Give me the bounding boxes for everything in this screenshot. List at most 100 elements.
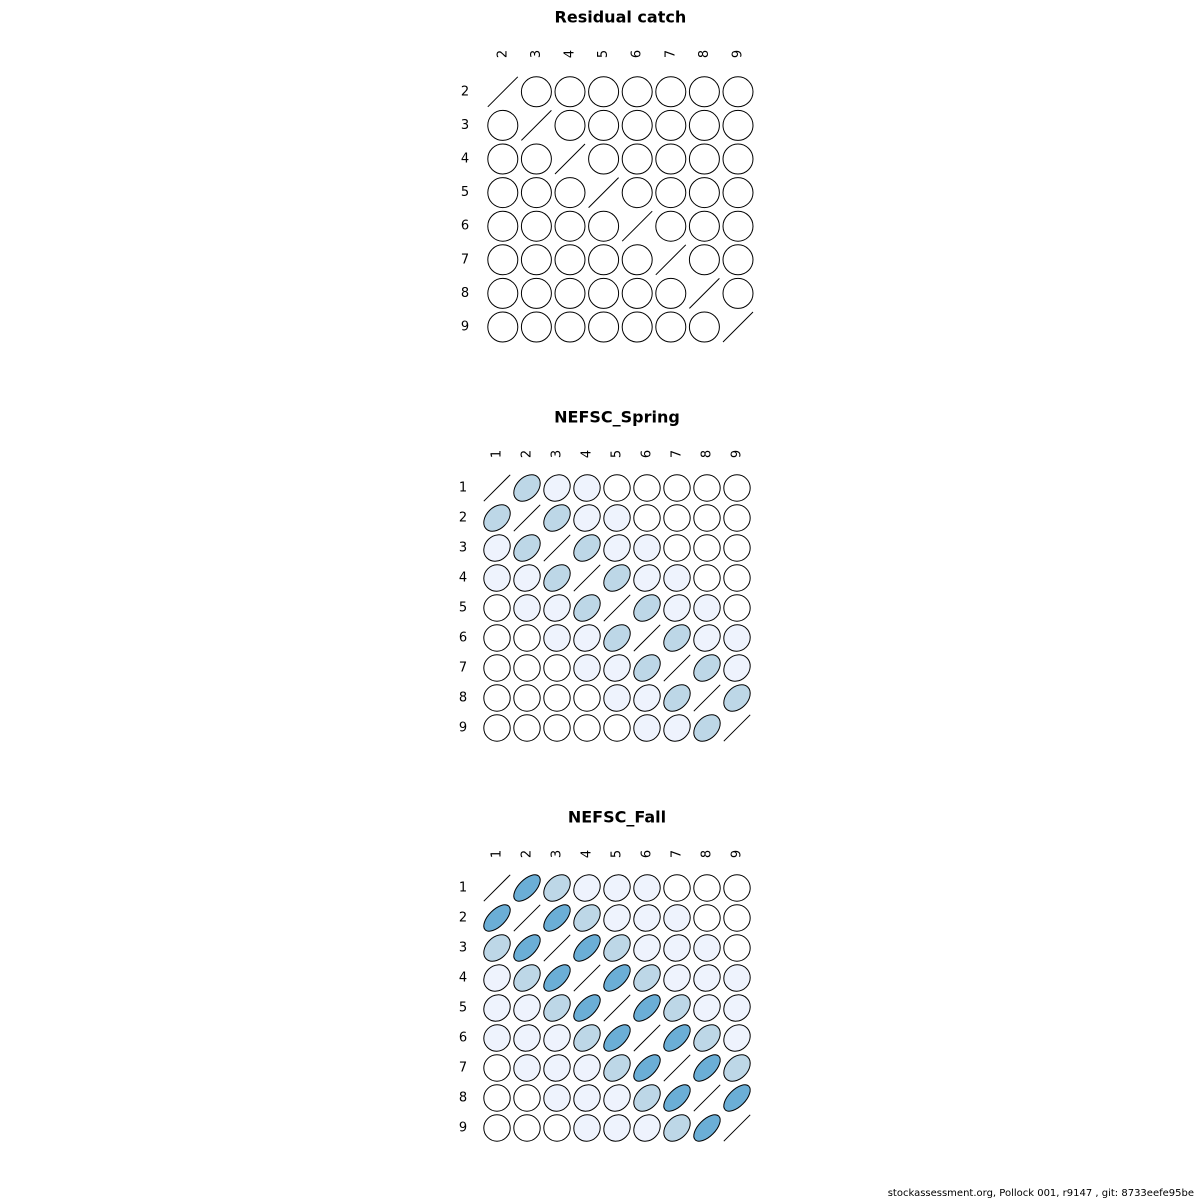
column-tick-label: 6 <box>640 850 655 858</box>
correlation-ellipse <box>483 684 511 712</box>
diagonal-line <box>633 624 661 652</box>
correlation-ellipse <box>513 1024 541 1052</box>
correlation-ellipse <box>722 109 754 141</box>
correlation-ellipse <box>513 994 541 1022</box>
correlation-ellipse <box>663 994 691 1022</box>
row-tick-label: 8 <box>459 1091 467 1106</box>
correlation-ellipse <box>603 714 631 742</box>
correlation-ellipse <box>513 594 541 622</box>
correlation-ellipse <box>554 311 586 343</box>
correlation-ellipse <box>663 1114 691 1142</box>
correlation-ellipse <box>554 210 586 242</box>
correlation-ellipse <box>633 534 661 562</box>
row-tick-label: 3 <box>461 118 469 133</box>
correlation-ellipse <box>633 684 661 712</box>
correlation-ellipse <box>487 311 519 343</box>
diagonal-line <box>722 311 754 343</box>
correlation-ellipse <box>663 594 691 622</box>
column-tick-label: 9 <box>731 50 746 58</box>
diagonal-line <box>513 904 541 932</box>
correlation-ellipse <box>543 1024 571 1052</box>
correlation-ellipse <box>543 474 571 502</box>
correlation-ellipse <box>520 143 552 175</box>
correlation-ellipse <box>588 210 620 242</box>
correlation-ellipse <box>520 244 552 276</box>
correlation-ellipse <box>693 1054 721 1082</box>
correlation-ellipse <box>513 1054 541 1082</box>
diagonal-line <box>588 177 619 208</box>
correlation-ellipse <box>487 109 519 141</box>
correlation-ellipse <box>633 874 661 902</box>
correlation-ellipse <box>513 534 541 562</box>
correlation-ellipse <box>663 1084 691 1112</box>
correlation-ellipse <box>655 311 687 343</box>
correlation-ellipse <box>603 654 631 682</box>
diagonal-line <box>554 143 586 175</box>
correlation-ellipse <box>603 474 631 502</box>
column-tick-label: 5 <box>610 850 625 858</box>
row-tick-label: 1 <box>459 881 467 896</box>
correlation-ellipse <box>603 684 631 712</box>
column-tick-label: 1 <box>490 450 505 458</box>
correlation-ellipse <box>543 994 571 1022</box>
diagonal-line <box>655 244 687 276</box>
correlation-ellipse <box>603 1054 631 1082</box>
row-tick-label: 3 <box>459 941 467 956</box>
correlation-ellipse <box>663 714 691 742</box>
correlation-ellipse <box>723 624 751 652</box>
correlation-ellipse <box>723 1054 751 1082</box>
column-tick-label: 4 <box>580 450 595 458</box>
correlation-ellipse <box>723 994 751 1022</box>
column-tick-label: 8 <box>697 50 712 58</box>
correlation-ellipse <box>483 1114 511 1142</box>
correlation-ellipse <box>573 714 601 742</box>
correlation-ellipse <box>723 564 751 592</box>
correlation-ellipse <box>603 904 631 932</box>
correlation-ellipse <box>588 244 620 276</box>
correlation-ellipse <box>543 504 571 532</box>
row-tick-label: 6 <box>461 219 469 234</box>
correlation-ellipse <box>483 1084 511 1112</box>
correlation-ellipse <box>633 1114 661 1142</box>
correlation-ellipse <box>693 714 721 742</box>
column-tick-label: 3 <box>529 50 544 58</box>
correlation-ellipse <box>723 504 751 532</box>
correlation-ellipse <box>723 1084 751 1112</box>
diagonal-line <box>621 210 653 242</box>
correlation-ellipse <box>487 210 519 242</box>
correlation-ellipse <box>663 964 691 992</box>
diagonal-line <box>603 594 631 622</box>
diagonal-line <box>483 874 511 902</box>
correlation-ellipse <box>603 964 631 992</box>
correlation-ellipse <box>723 934 751 962</box>
correlation-ellipse <box>520 177 552 209</box>
correlation-ellipse <box>633 564 661 592</box>
correlation-ellipse <box>483 654 511 682</box>
column-tick-label: 7 <box>670 450 685 458</box>
correlation-ellipse <box>633 714 661 742</box>
correlation-ellipse <box>573 1024 601 1052</box>
correlation-ellipse <box>543 1114 571 1142</box>
correlation-ellipse <box>543 904 571 932</box>
correlation-ellipse <box>513 1114 541 1142</box>
correlation-ellipse <box>603 534 631 562</box>
correlation-ellipse <box>693 1114 721 1142</box>
column-tick-label: 3 <box>550 450 565 458</box>
correlation-ellipse <box>513 964 541 992</box>
correlation-ellipse <box>513 654 541 682</box>
correlation-ellipse <box>723 904 751 932</box>
correlation-ellipse <box>693 504 721 532</box>
chart-title: NEFSC_Spring <box>554 408 680 427</box>
correlation-ellipse <box>483 934 511 962</box>
panel-nefsc-fall: NEFSC_Fall 1 2 3 4 5 6 7 8 9 1 2 3 4 5 6 7 8 9 <box>459 808 751 1142</box>
row-tick-label: 9 <box>459 1121 467 1136</box>
correlation-ellipse <box>663 934 691 962</box>
row-tick-label: 4 <box>461 152 469 167</box>
correlation-ellipse <box>722 210 754 242</box>
row-tick-label: 4 <box>459 571 467 586</box>
correlation-ellipse <box>573 504 601 532</box>
chart-title: Residual catch <box>555 8 687 27</box>
correlation-ellipse <box>663 1024 691 1052</box>
correlation-ellipse <box>723 964 751 992</box>
panel-nefsc-spring: NEFSC_Spring 1 2 3 4 5 6 7 8 9 1 2 3 4 5 6 7 8 9 <box>459 408 751 742</box>
